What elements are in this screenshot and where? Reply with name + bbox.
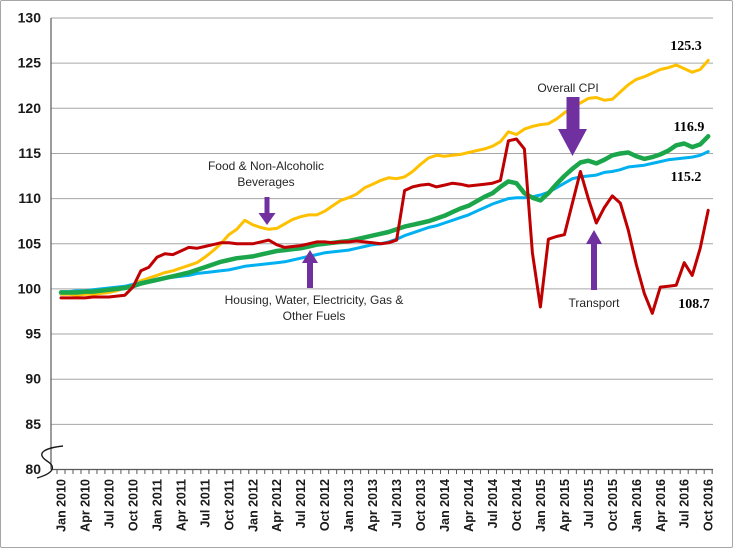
y-tick-label-90: 90 [25, 371, 41, 387]
x-tick-label-jul-2012: Jul 2012 [294, 479, 308, 528]
y-tick-label-85: 85 [25, 416, 41, 432]
end-value-label-housing-water-electricity-gas-other-fuels: 115.2 [671, 170, 702, 185]
x-tick-label-apr-2014: Apr 2014 [462, 479, 476, 532]
transport-annotation-arrow [586, 230, 602, 290]
end-value-label-transport: 108.7 [678, 297, 710, 312]
x-tick-label-jan-2012: Jan 2012 [246, 479, 260, 532]
x-tick-label-jan-2010: Jan 2010 [55, 479, 69, 532]
x-tick-label-jan-2013: Jan 2013 [342, 479, 356, 532]
end-value-label-food-non-alcoholic-beverages: 125.3 [670, 39, 702, 54]
x-tick-label-oct-2015: Oct 2015 [606, 479, 620, 531]
y-tick-label-95: 95 [25, 326, 41, 342]
annotation-label-transport-line1: Transport [569, 296, 621, 310]
x-tick-label-jan-2016: Jan 2016 [630, 479, 644, 532]
overall-cpi-annotation-arrow [558, 97, 587, 156]
food-annotation-arrow [258, 197, 276, 225]
x-tick-label-jul-2010: Jul 2010 [102, 479, 116, 528]
x-tick-label-oct-2011: Oct 2011 [222, 479, 236, 530]
food-annotation-arrow-head [258, 213, 276, 225]
y-tick-label-120: 120 [18, 100, 42, 116]
overall-cpi-annotation-arrow-shaft [566, 97, 580, 130]
series-line-overall-cpi [58, 134, 711, 295]
end-value-label-overall-cpi: 116.9 [674, 120, 705, 135]
y-axis-break-symbol [36, 445, 64, 479]
transport-annotation-arrow-shaft [591, 243, 597, 290]
x-tick-label-apr-2010: Apr 2010 [79, 479, 93, 532]
food-annotation-arrow-shaft [264, 197, 270, 214]
overall-cpi-annotation-arrow-head [558, 129, 587, 156]
x-tick-label-oct-2016: Oct 2016 [702, 479, 716, 531]
x-tick-label-oct-2012: Oct 2012 [318, 479, 332, 531]
x-tick-label-jan-2015: Jan 2015 [534, 479, 548, 532]
housing-annotation-arrow-shaft [307, 262, 313, 288]
series-line-housing-water-electricity-gas-other-fuels [59, 150, 710, 294]
x-tick-label-jul-2015: Jul 2015 [582, 479, 596, 528]
x-tick-label-apr-2016: Apr 2016 [654, 479, 668, 532]
x-tick-label-jul-2014: Jul 2014 [486, 479, 500, 528]
x-tick-label-oct-2010: Oct 2010 [126, 479, 140, 531]
series-line-transport [59, 137, 710, 315]
y-tick-label-80: 80 [25, 461, 41, 477]
x-tick-label-jul-2011: Jul 2011 [198, 479, 212, 528]
x-tick-label-jan-2011: Jan 2011 [150, 479, 164, 531]
y-tick-label-115: 115 [18, 145, 41, 161]
annotation-label-housing-water-electricity-gas-other-fuels-line1: Housing, Water, Electricity, Gas & [225, 293, 404, 307]
y-tick-label-110: 110 [18, 190, 41, 206]
housing-annotation-arrow-head [302, 250, 318, 263]
y-tick-label-100: 100 [18, 280, 42, 296]
x-tick-label-jul-2016: Jul 2016 [678, 479, 692, 528]
annotation-label-housing-water-electricity-gas-other-fuels-line2: Other Fuels [283, 309, 346, 323]
x-tick-label-apr-2013: Apr 2013 [366, 479, 380, 532]
x-tick-label-jan-2014: Jan 2014 [438, 479, 452, 532]
series-line-food-non-alcoholic-beverages [59, 58, 710, 297]
annotation-label-overall-cpi-line1: Overall CPI [537, 81, 598, 95]
x-tick-label-apr-2011: Apr 2011 [174, 479, 188, 531]
x-tick-label-oct-2013: Oct 2013 [414, 479, 428, 531]
y-tick-label-105: 105 [18, 235, 42, 251]
housing-annotation-arrow [302, 250, 318, 288]
x-tick-label-jul-2013: Jul 2013 [390, 479, 404, 528]
y-tick-label-125: 125 [18, 55, 42, 71]
x-tick-label-apr-2012: Apr 2012 [270, 479, 284, 532]
y-tick-label-130: 130 [18, 10, 42, 26]
x-tick-label-oct-2014: Oct 2014 [510, 479, 524, 531]
annotation-label-food-non-alcoholic-beverages-line2: Beverages [237, 175, 294, 189]
x-tick-label-apr-2015: Apr 2015 [558, 479, 572, 532]
annotation-label-food-non-alcoholic-beverages-line1: Food & Non-Alcoholic [208, 159, 324, 173]
transport-annotation-arrow-head [586, 230, 602, 244]
